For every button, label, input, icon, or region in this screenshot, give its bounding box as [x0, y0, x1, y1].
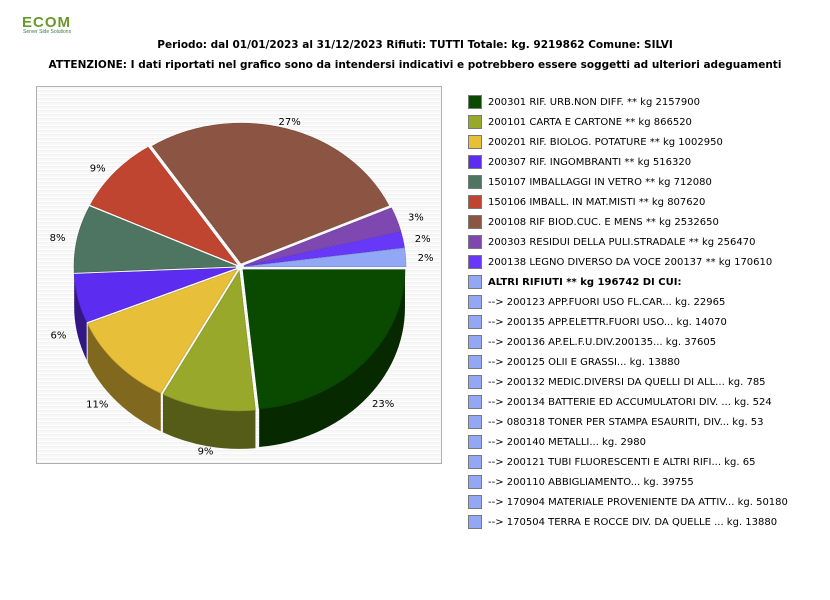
- legend-label: ALTRI RIFIUTI ** kg 196742 DI CUI:: [488, 276, 682, 288]
- pie-percent-label: 8%: [50, 233, 66, 244]
- pie-slice: [73, 267, 237, 323]
- legend-label: --> 200132 MEDIC.DIVERSI DA QUELLI DI AL…: [488, 376, 766, 388]
- pie-slice: [151, 122, 390, 264]
- legend-swatch: [468, 315, 482, 329]
- legend-swatch: [468, 335, 482, 349]
- legend-label: 200201 RIF. BIOLOG. POTATURE ** kg 10029…: [488, 136, 723, 148]
- report-period-line: Periodo: dal 01/01/2023 al 31/12/2023 Ri…: [157, 39, 673, 51]
- legend-item: --> 200110 ABBIGLIAMENTO... kg. 39755: [468, 472, 828, 492]
- pie-percent-label: 27%: [279, 117, 301, 128]
- pie-percent-label: 9%: [198, 446, 214, 457]
- legend-item: 200303 RESIDUI DELLA PULI.STRADALE ** kg…: [468, 232, 828, 252]
- legend-label: 200138 LEGNO DIVERSO DA VOCE 200137 ** k…: [488, 256, 773, 268]
- legend-item: --> 200121 TUBI FLUORESCENTI E ALTRI RIF…: [468, 452, 828, 472]
- pie-slice-side: [162, 394, 256, 449]
- legend-swatch: [468, 215, 482, 229]
- pie-percent-label: 23%: [372, 399, 394, 410]
- pie-slice: [243, 207, 402, 266]
- pie-slice-side: [74, 274, 87, 361]
- legend-item: 200138 LEGNO DIVERSO DA VOCE 200137 ** k…: [468, 252, 828, 272]
- legend-item: --> 200123 APP.FUORI USO FL.CAR... kg. 2…: [468, 292, 828, 312]
- legend-item: 150106 IMBALL. IN MAT.MISTI ** kg 807620: [468, 192, 828, 212]
- legend-label: --> 200121 TUBI FLUORESCENTI E ALTRI RIF…: [488, 456, 756, 468]
- legend-item: 200301 RIF. URB.NON DIFF. ** kg 2157900: [468, 92, 828, 112]
- legend-swatch: [468, 195, 482, 209]
- pie-slice: [162, 270, 256, 412]
- legend-item: --> 200140 METALLI... kg. 2980: [468, 432, 828, 452]
- legend-item: 200108 RIF BIOD.CUC. E MENS ** kg 253265…: [468, 212, 828, 232]
- legend-label: 200307 RIF. INGOMBRANTI ** kg 516320: [488, 156, 692, 168]
- legend-item: --> 170904 MATERIALE PROVENIENTE DA ATTI…: [468, 492, 828, 512]
- legend-swatch: [468, 95, 482, 109]
- ecom-logo: ECOM Server Side Solutions: [10, 6, 100, 35]
- legend-item: 200101 CARTA E CARTONE ** kg 866520: [468, 112, 828, 132]
- legend-item: --> 200135 APP.ELETTR.FUORI USO... kg. 1…: [468, 312, 828, 332]
- legend-swatch: [468, 135, 482, 149]
- legend-swatch: [468, 435, 482, 449]
- pie-percent-label: 11%: [86, 400, 108, 411]
- legend-label: --> 200110 ABBIGLIAMENTO... kg. 39755: [488, 476, 694, 488]
- legend-item: 200201 RIF. BIOLOG. POTATURE ** kg 10029…: [468, 132, 828, 152]
- legend-swatch: [468, 235, 482, 249]
- legend-label: --> 200123 APP.FUORI USO FL.CAR... kg. 2…: [488, 296, 726, 308]
- pie-percent-label: 6%: [50, 331, 66, 342]
- pie-percent-label: 3%: [408, 213, 424, 224]
- pie-percent-label: 2%: [418, 253, 434, 264]
- legend-swatch: [468, 175, 482, 189]
- pie-slice: [243, 247, 407, 268]
- legend-label: --> 200134 BATTERIE ED ACCUMULATORI DIV.…: [488, 396, 772, 408]
- logo-text: ECOM: [22, 14, 71, 31]
- legend-item: 200307 RIF. INGOMBRANTI ** kg 516320: [468, 152, 828, 172]
- legend-label: 200303 RESIDUI DELLA PULI.STRADALE ** kg…: [488, 236, 756, 248]
- legend-label: --> 170504 TERRA E ROCCE DIV. DA QUELLE …: [488, 516, 778, 528]
- pie-slice-side: [259, 269, 405, 447]
- legend-label: --> 200140 METALLI... kg. 2980: [488, 436, 646, 448]
- report-warning-line: ATTENZIONE: I dati riportati nel grafico…: [48, 59, 782, 71]
- legend-swatch: [468, 375, 482, 389]
- legend-label: 200108 RIF BIOD.CUC. E MENS ** kg 253265…: [488, 216, 719, 228]
- legend-label: 150107 IMBALLAGGI IN VETRO ** kg 712080: [488, 176, 712, 188]
- legend-swatch: [468, 455, 482, 469]
- legend-swatch: [468, 295, 482, 309]
- legend-swatch: [468, 155, 482, 169]
- legend-swatch: [468, 515, 482, 529]
- pie-slice-side: [87, 323, 161, 432]
- legend-label: 200301 RIF. URB.NON DIFF. ** kg 2157900: [488, 96, 701, 108]
- legend-label: --> 200125 OLII E GRASSI... kg. 13880: [488, 356, 680, 368]
- pie-chart: 23% 9% 11% 6% 8% 9% 27% 3% 2% 2%: [36, 86, 442, 464]
- legend-item: --> 200136 AP.EL.F.U.DIV.200135... kg. 3…: [468, 332, 828, 352]
- legend-label: 150106 IMBALL. IN MAT.MISTI ** kg 807620: [488, 196, 706, 208]
- legend-item: --> 200134 BATTERIE ED ACCUMULATORI DIV.…: [468, 392, 828, 412]
- legend-swatch: [468, 255, 482, 269]
- legend-swatch: [468, 275, 482, 289]
- legend-label: --> 080318 TONER PER STAMPA ESAURITI, DI…: [488, 416, 764, 428]
- legend-item: --> 200132 MEDIC.DIVERSI DA QUELLI DI AL…: [468, 372, 828, 392]
- legend-label: --> 170904 MATERIALE PROVENIENTE DA ATTI…: [488, 496, 788, 508]
- legend-label: --> 200135 APP.ELETTR.FUORI USO... kg. 1…: [488, 316, 727, 328]
- legend-item: 150107 IMBALLAGGI IN VETRO ** kg 712080: [468, 172, 828, 192]
- pie-slice: [73, 206, 237, 273]
- legend-item: --> 200125 OLII E GRASSI... kg. 13880: [468, 352, 828, 372]
- legend-label: 200101 CARTA E CARTONE ** kg 866520: [488, 116, 692, 128]
- legend-swatch: [468, 355, 482, 369]
- pie-percent-label: 9%: [90, 163, 106, 174]
- legend-swatch: [468, 495, 482, 509]
- pie-slice: [243, 231, 405, 267]
- legend-item: --> 080318 TONER PER STAMPA ESAURITI, DI…: [468, 412, 828, 432]
- chart-legend: 200301 RIF. URB.NON DIFF. ** kg 2157900 2…: [468, 92, 828, 532]
- pie-chart-panel: 23% 9% 11% 6% 8% 9% 27% 3% 2% 2%: [36, 86, 442, 464]
- logo-subtitle: Server Side Solutions: [23, 29, 72, 35]
- legend-swatch: [468, 475, 482, 489]
- legend-swatch: [468, 115, 482, 129]
- pie-slice: [242, 269, 406, 410]
- pie-slice: [89, 146, 238, 266]
- legend-swatch: [468, 395, 482, 409]
- pie-slice: [87, 269, 238, 394]
- pie-percent-label: 2%: [415, 234, 431, 245]
- legend-swatch: [468, 415, 482, 429]
- legend-item: --> 170504 TERRA E ROCCE DIV. DA QUELLE …: [468, 512, 828, 532]
- legend-item: ALTRI RIFIUTI ** kg 196742 DI CUI:: [468, 272, 828, 292]
- legend-label: --> 200136 AP.EL.F.U.DIV.200135... kg. 3…: [488, 336, 717, 348]
